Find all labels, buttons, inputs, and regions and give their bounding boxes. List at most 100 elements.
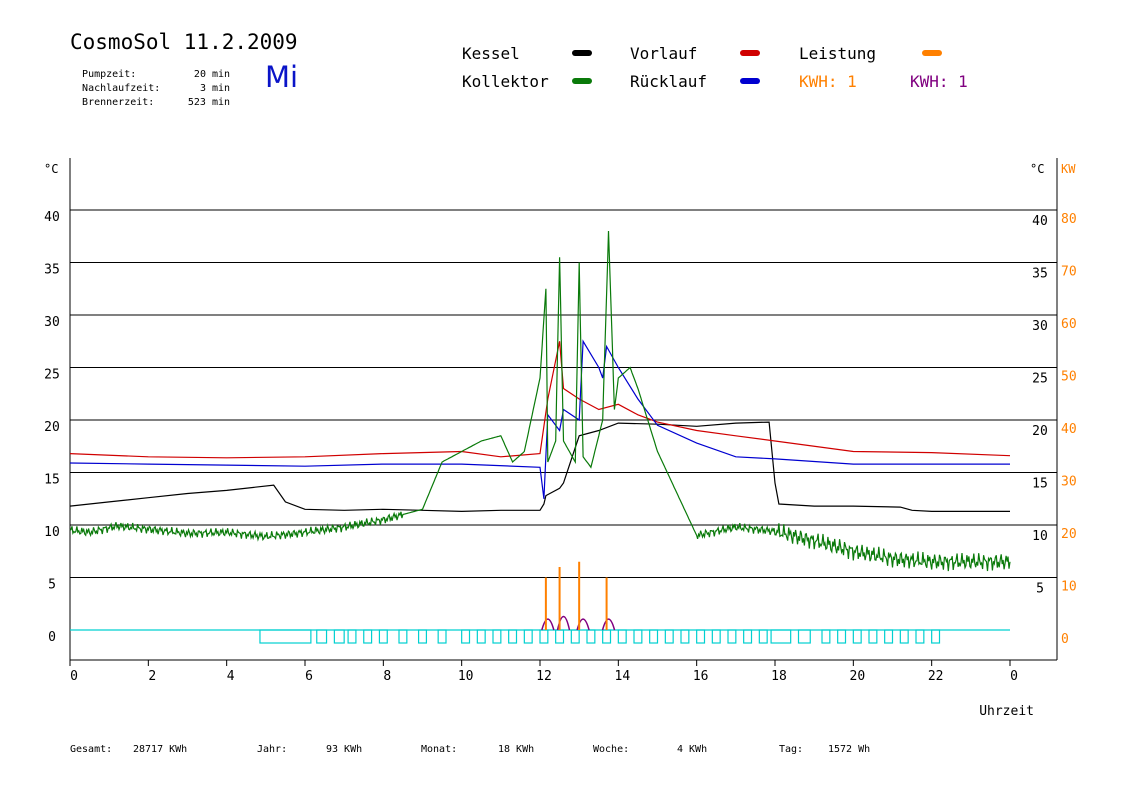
y-tick-label-left: 35 xyxy=(44,263,60,278)
pump-marker xyxy=(492,629,502,644)
series-kollektor-line xyxy=(69,230,1011,572)
tag-value: 1572 Wh xyxy=(828,744,871,755)
pump-marker xyxy=(316,629,328,644)
x-tick-label: 20 xyxy=(850,669,866,684)
legend-kessel-swatch xyxy=(572,50,592,56)
x-tick-label: 0 xyxy=(70,669,78,684)
x-tick-label: 8 xyxy=(383,669,391,684)
jahr-label: Jahr: xyxy=(257,744,288,755)
x-tick-label: 6 xyxy=(305,669,313,684)
pump-marker xyxy=(437,629,447,644)
x-tick-label: 16 xyxy=(693,669,709,684)
pump-marker xyxy=(797,629,811,644)
brennerzeit-value: 523 min xyxy=(187,97,231,108)
pumpzeit-row: Pumpzeit: 20 min xyxy=(70,58,230,80)
y-tick-label-right: 10 xyxy=(1032,529,1048,544)
jahr-value: 93 KWh xyxy=(326,744,363,755)
pump-marker xyxy=(899,629,909,644)
kwh-bump xyxy=(541,618,555,631)
monat-value: 18 KWh xyxy=(498,744,535,755)
pump-marker xyxy=(570,629,580,644)
y-tick-label-left: 25 xyxy=(44,368,60,383)
series-kessel-line xyxy=(69,421,1010,513)
y-axis-unit-right: °C xyxy=(1030,162,1044,176)
nachlaufzeit-label: Nachlaufzeit: xyxy=(82,83,161,94)
brennerzeit-row: Brennerzeit: 523 min xyxy=(70,86,230,108)
pump-marker xyxy=(555,629,565,644)
pump-marker xyxy=(915,629,925,644)
pump-marker xyxy=(633,629,643,644)
pumpzeit-label: Pumpzeit: xyxy=(82,69,137,80)
pump-marker xyxy=(711,629,721,644)
x-tick-label: 18 xyxy=(771,669,787,684)
pump-marker xyxy=(476,629,486,644)
weekday-label: Mi xyxy=(265,60,299,94)
x-tick-label: 4 xyxy=(227,669,235,684)
y-tick-label-right: 5 xyxy=(1036,582,1044,597)
pump-marker xyxy=(837,629,847,644)
legend-kwh-purple: KWH: 1 xyxy=(910,72,968,91)
power-tick-label: 60 xyxy=(1061,317,1077,332)
power-tick-label: 20 xyxy=(1061,527,1077,542)
power-tick-label: 80 xyxy=(1061,212,1077,227)
pumpzeit-value: 20 min xyxy=(193,69,231,80)
pump-marker xyxy=(680,629,690,644)
power-tick-label: 50 xyxy=(1061,370,1077,385)
legend-kwh-orange: KWH: 1 xyxy=(799,72,857,91)
y-axis-unit-left: °C xyxy=(44,162,58,176)
nachlaufzeit-row: Nachlaufzeit: 3 min xyxy=(70,72,230,94)
pump-marker xyxy=(508,629,518,644)
pump-marker xyxy=(852,629,862,644)
x-tick-label: 2 xyxy=(148,669,156,684)
legend-kollektor-swatch xyxy=(572,78,592,84)
y-tick-label-right: 20 xyxy=(1032,424,1048,439)
series-rcklauf-line xyxy=(69,339,1010,499)
y-tick-label-left: 0 xyxy=(48,630,56,645)
y-tick-label-left: 10 xyxy=(44,525,60,540)
x-axis-label: Uhrzeit xyxy=(979,704,1034,719)
x-tick-label: 0 xyxy=(1010,669,1018,684)
pump-marker xyxy=(602,629,612,644)
power-tick-label: 70 xyxy=(1061,265,1077,280)
y-tick-label-right: 30 xyxy=(1032,319,1048,334)
pump-marker xyxy=(539,629,549,644)
pump-marker xyxy=(461,629,471,644)
legend-kollektor-label: Kollektor xyxy=(462,72,549,91)
power-tick-label: 40 xyxy=(1061,422,1077,437)
y-tick-label-right: 25 xyxy=(1032,372,1048,387)
legend-leistung-label: Leistung xyxy=(799,44,877,63)
pump-marker xyxy=(884,629,894,644)
pump-marker xyxy=(931,629,941,644)
pump-marker xyxy=(664,629,674,644)
pump-marker xyxy=(523,629,533,644)
power-tick-label: 30 xyxy=(1061,475,1077,490)
y-tick-label-left: 40 xyxy=(44,210,60,225)
kwh-bump xyxy=(576,618,590,631)
kwh-bump xyxy=(601,618,616,631)
nachlaufzeit-value: 3 min xyxy=(199,83,231,94)
pump-marker xyxy=(743,629,753,644)
tag-label: Tag: xyxy=(779,744,804,755)
power-tick-label: 0 xyxy=(1061,632,1069,647)
pump-marker xyxy=(347,629,357,644)
power-axis-unit: KW xyxy=(1061,162,1076,176)
monat-label: Monat: xyxy=(421,744,458,755)
legend-kessel-label: Kessel xyxy=(462,44,520,63)
y-tick-label-left: 5 xyxy=(48,578,56,593)
pump-marker xyxy=(333,629,345,644)
gesamt-label: Gesamt: xyxy=(70,744,113,755)
pump-marker xyxy=(758,629,768,644)
y-tick-label-right: 40 xyxy=(1032,214,1048,229)
y-tick-label-left: 30 xyxy=(44,315,60,330)
chart-title: CosmoSol 11.2.2009 xyxy=(70,30,298,54)
legend-vorlauf-swatch xyxy=(740,50,760,56)
pump-marker xyxy=(259,629,312,644)
pump-marker xyxy=(868,629,878,644)
pump-marker xyxy=(617,629,627,644)
x-tick-label: 14 xyxy=(615,669,631,684)
legend-ruecklauf-label: Rücklauf xyxy=(630,72,708,91)
x-tick-label: 22 xyxy=(928,669,944,684)
legend-ruecklauf-swatch xyxy=(740,78,760,84)
y-tick-label-left: 20 xyxy=(44,420,60,435)
